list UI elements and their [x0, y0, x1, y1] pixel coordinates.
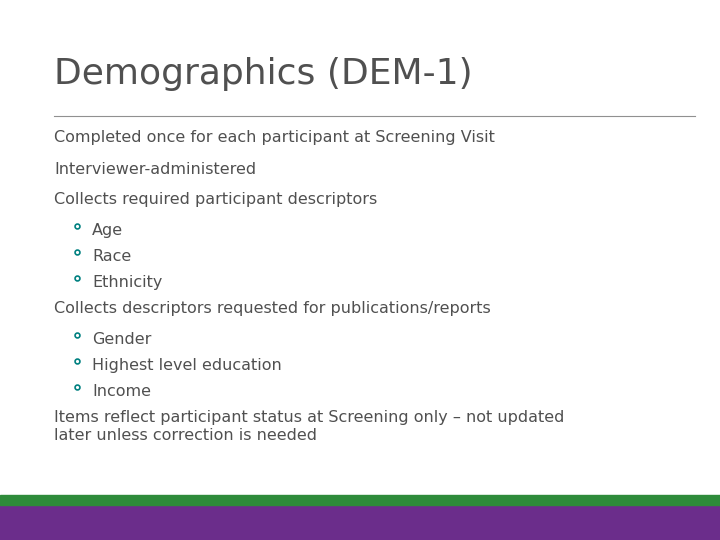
Text: Race: Race	[92, 249, 132, 264]
Text: Collects descriptors requested for publications/reports: Collects descriptors requested for publi…	[54, 301, 491, 316]
Text: Gender: Gender	[92, 332, 151, 347]
Text: Interviewer-administered: Interviewer-administered	[54, 162, 256, 177]
Text: Income: Income	[92, 384, 151, 399]
FancyBboxPatch shape	[0, 495, 720, 505]
Text: Ethnicity: Ethnicity	[92, 275, 163, 290]
Text: Items reflect participant status at Screening only – not updated
later unless co: Items reflect participant status at Scre…	[54, 410, 564, 443]
Text: Highest level education: Highest level education	[92, 358, 282, 373]
Text: Completed once for each participant at Screening Visit: Completed once for each participant at S…	[54, 130, 495, 145]
Text: Collects required participant descriptors: Collects required participant descriptor…	[54, 192, 377, 207]
FancyBboxPatch shape	[0, 505, 720, 540]
Text: Demographics (DEM-1): Demographics (DEM-1)	[54, 57, 472, 91]
Text: Age: Age	[92, 223, 123, 238]
